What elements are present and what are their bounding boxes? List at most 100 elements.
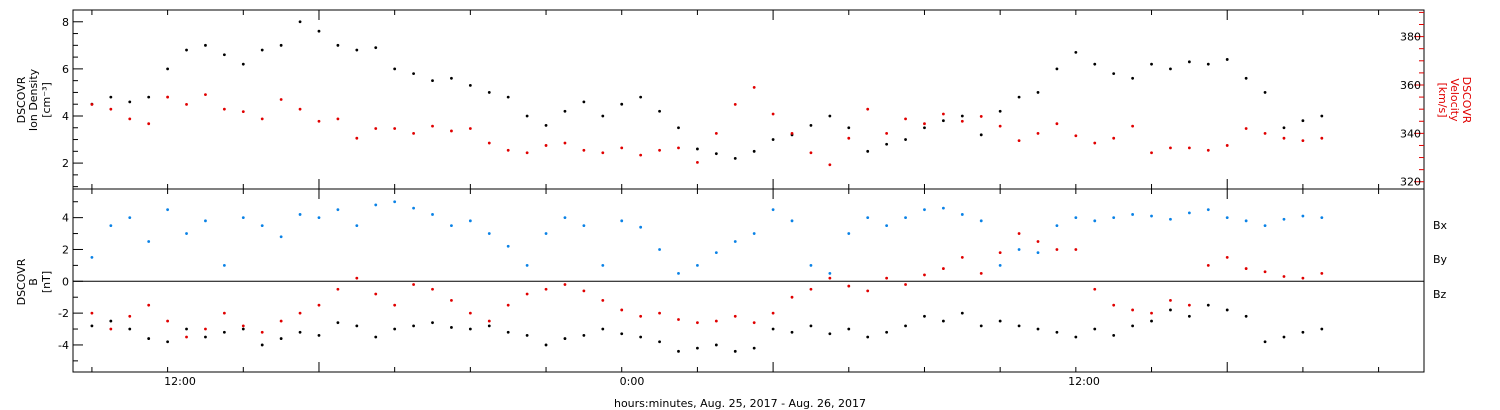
bottom-point-Bz-44: [923, 273, 926, 277]
bottom-point-Bx-12: [317, 334, 321, 337]
bottom-left-axis-label-2: B: [27, 278, 40, 286]
bottom-point-Bx-15: [374, 335, 378, 339]
y-tick-label-bottom-1: -2: [58, 307, 69, 320]
top-point-s1-8: [241, 110, 245, 113]
bottom-point-By-60: [1225, 216, 1229, 220]
top-point-s1-16: [393, 127, 397, 130]
bottom-point-By-18: [431, 213, 434, 216]
bottom-point-By-39: [828, 271, 832, 275]
bottom-point-By-2: [128, 216, 132, 220]
bottom-point-Bx-14: [355, 324, 359, 328]
bottom-point-By-6: [204, 219, 207, 223]
bottom-point-By-13: [336, 208, 340, 212]
bottom-point-Bx-42: [885, 330, 889, 334]
top-point-s1-0: [90, 102, 94, 106]
top-point-s1-30: [658, 148, 661, 152]
bottom-point-Bx-7: [222, 330, 226, 334]
top-point-s1-49: [1017, 139, 1021, 143]
bottom-point-Bz-59: [1206, 263, 1210, 267]
top-point-s1-31: [677, 146, 680, 150]
top-point-s0-29: [639, 95, 643, 99]
bottom-point-Bx-43: [904, 324, 907, 328]
bottom-point-Bz-20: [468, 311, 472, 315]
bottom-point-Bz-0: [90, 311, 94, 315]
bottom-point-By-44: [923, 208, 926, 212]
legend-bz: Bz: [1433, 288, 1447, 301]
top-point-s0-16: [393, 67, 397, 71]
top-point-s1-37: [790, 131, 794, 135]
bottom-point-Bz-43: [904, 283, 907, 286]
bottom-point-By-5: [185, 232, 188, 235]
top-point-s0-4: [166, 67, 170, 71]
x-tick-label-2: 12:00: [1068, 375, 1100, 388]
top-point-s0-2: [128, 100, 132, 104]
top-point-s1-1: [109, 107, 113, 111]
bottom-point-Bz-54: [1112, 303, 1116, 307]
top-point-s1-44: [923, 122, 926, 126]
y-right-tick-label-top-3: 380: [1400, 31, 1421, 44]
top-point-s0-31: [677, 126, 680, 130]
bottom-point-By-55: [1131, 213, 1135, 216]
top-point-s0-61: [1244, 76, 1248, 80]
bottom-point-Bx-2: [128, 327, 132, 331]
bottom-point-Bz-61: [1244, 267, 1248, 270]
bottom-point-Bx-17: [412, 324, 415, 328]
top-point-s1-25: [563, 141, 567, 145]
y-tick-label-bottom-2: 0: [62, 275, 69, 288]
top-point-s1-19: [450, 129, 453, 133]
top-point-s1-3: [147, 122, 151, 126]
bottom-point-By-4: [166, 208, 170, 212]
y-tick-label-bottom-4: 4: [62, 212, 69, 225]
bottom-point-Bx-50: [1036, 327, 1040, 331]
bottom-point-Bx-16: [393, 327, 397, 331]
top-point-s1-11: [298, 107, 302, 111]
bottom-point-Bx-57: [1169, 308, 1172, 312]
bottom-point-By-46: [960, 213, 964, 216]
bottom-point-Bz-37: [790, 295, 794, 299]
bottom-point-By-0: [90, 256, 94, 259]
top-point-s1-64: [1301, 139, 1305, 143]
top-point-s0-57: [1169, 67, 1172, 71]
top-point-s1-33: [714, 131, 718, 135]
bottom-point-By-64: [1301, 214, 1305, 218]
bottom-point-Bz-64: [1301, 276, 1305, 280]
bottom-point-By-20: [468, 219, 472, 223]
bottom-point-Bx-60: [1225, 308, 1229, 312]
x-axis-title: hours:minutes, Aug. 25, 2017 - Aug. 26, …: [614, 397, 866, 410]
bottom-point-Bz-35: [752, 321, 756, 325]
bottom-point-Bz-40: [847, 284, 851, 288]
top-point-s0-46: [960, 114, 964, 118]
bottom-point-Bz-38: [809, 287, 813, 291]
top-point-s0-23: [525, 114, 529, 118]
bottom-point-Bz-13: [336, 287, 340, 291]
top-point-s1-17: [412, 131, 415, 135]
y-tick-label-bottom-3: 2: [62, 243, 69, 256]
top-point-s0-35: [752, 149, 756, 153]
bottom-point-By-19: [450, 224, 453, 228]
top-point-s0-33: [714, 152, 718, 156]
top-point-s0-36: [771, 138, 775, 141]
top-point-s1-7: [222, 107, 226, 111]
bottom-point-Bx-53: [1093, 327, 1097, 331]
top-point-s0-9: [260, 48, 264, 52]
bottom-point-Bx-27: [601, 327, 605, 331]
top-point-s1-40: [847, 136, 851, 140]
top-point-s1-61: [1244, 127, 1248, 130]
bottom-left-axis-label-3: [nT]: [40, 271, 53, 293]
bottom-point-Bx-18: [431, 321, 434, 325]
bottom-point-Bx-5: [185, 327, 188, 331]
bottom-point-Bx-25: [563, 337, 567, 340]
bottom-point-By-45: [941, 206, 945, 210]
bottom-point-By-65: [1320, 216, 1324, 220]
top-point-s0-34: [733, 156, 737, 160]
bottom-point-By-40: [847, 232, 851, 235]
top-point-s0-63: [1282, 126, 1286, 130]
top-point-s0-3: [147, 95, 151, 99]
top-point-s1-10: [279, 98, 283, 101]
bottom-point-Bx-38: [809, 324, 813, 328]
bottom-point-Bz-36: [771, 311, 775, 315]
top-point-s0-21: [487, 91, 491, 94]
bottom-point-By-57: [1169, 217, 1172, 221]
y-left-tick-label-top-0: 2: [62, 157, 69, 170]
bottom-point-Bz-31: [677, 318, 680, 321]
